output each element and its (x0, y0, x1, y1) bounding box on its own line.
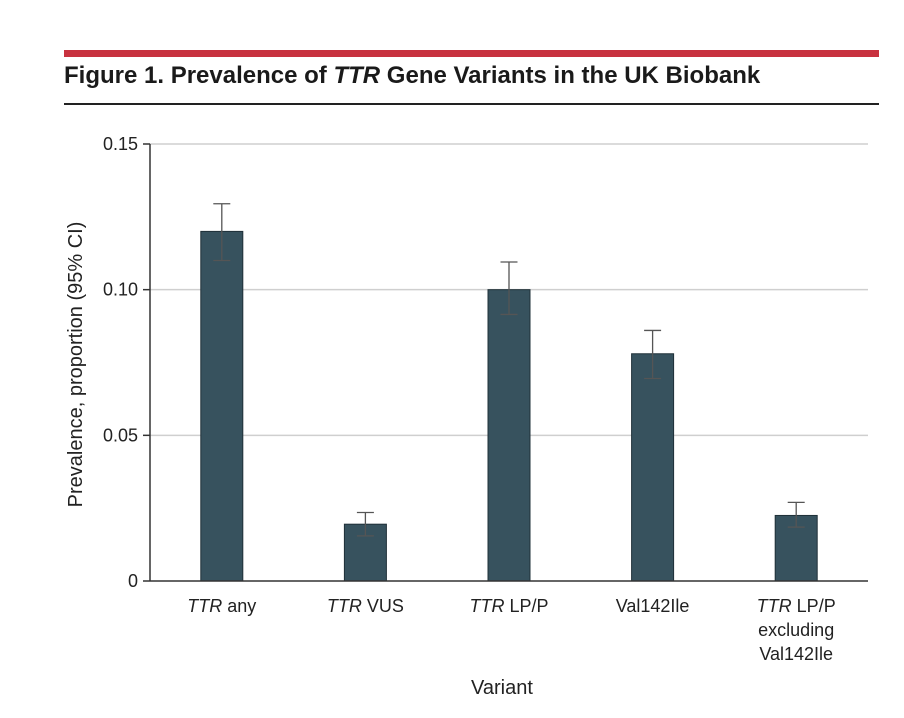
y-tick-label: 0.05 (103, 425, 138, 445)
figure-title-after: Gene Variants in the UK Biobank (386, 62, 761, 89)
y-axis-title: Prevalence, proportion (95% CI) (65, 222, 87, 508)
y-tick-label: 0 (128, 571, 138, 591)
category-label-line: TTR VUS (327, 596, 404, 616)
category-label-text: VUS (362, 596, 404, 616)
x-axis-title: Variant (471, 677, 533, 699)
category-gene-name: TTR (469, 596, 504, 616)
x-category-label: TTR VUS (327, 596, 404, 616)
y-tick-label: 0.15 (103, 134, 138, 154)
category-label-text: LP/P (792, 596, 836, 616)
x-category-label: Val142Ile (616, 596, 690, 616)
y-tick-label: 0.10 (103, 280, 138, 300)
category-label-line: TTR LP/P (469, 596, 548, 616)
x-category-labels: TTR any TTR VUS TTR LP/P Val142Ile TTR LP/P e… (187, 596, 835, 664)
category-label-line: TTR any (187, 596, 256, 616)
title-rule (64, 103, 879, 105)
category-gene-name: TTR (757, 596, 792, 616)
x-category-label: TTR LP/P excluding Val142Ile (757, 596, 836, 664)
x-category-label: TTR LP/P (469, 596, 548, 616)
category-label-line: excluding (758, 620, 834, 640)
category-label-line: Val142Ile (759, 644, 833, 664)
figure-title-gene: TTR (333, 62, 381, 89)
bars (200, 230, 818, 582)
category-label-line: Val142Ile (616, 596, 690, 616)
category-label-text: excluding (758, 620, 834, 640)
category-label-text: Val142Ile (759, 644, 833, 664)
x-category-label: TTR any (187, 596, 256, 616)
accent-rule (64, 50, 879, 57)
category-label-text: LP/P (504, 596, 548, 616)
figure-title: Figure 1. Prevalence of TTR Gene Variant… (64, 62, 760, 90)
axes (143, 143, 868, 582)
error-bars (213, 203, 805, 537)
bar (200, 230, 244, 582)
category-label-text: any (222, 596, 256, 616)
category-label-line: TTR LP/P (757, 596, 836, 616)
category-gene-name: TTR (187, 596, 222, 616)
category-label-text: Val142Ile (616, 596, 690, 616)
bar (631, 353, 675, 582)
bar (487, 289, 531, 582)
y-tick-labels: 0 0.05 0.10 0.15 (103, 134, 138, 591)
category-gene-name: TTR (327, 596, 362, 616)
figure-label: Figure 1. (64, 62, 165, 89)
bar (774, 514, 818, 582)
figure-title-before: Prevalence of (170, 62, 327, 89)
